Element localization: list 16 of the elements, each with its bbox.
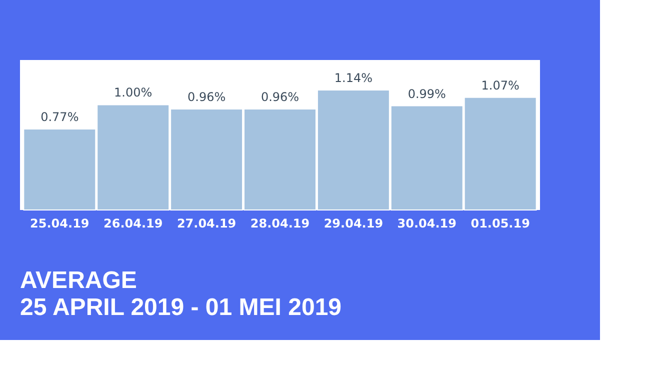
x-tick-label: 01.05.19 (470, 216, 530, 230)
x-tick-label: 28.04.19 (250, 216, 310, 230)
data-label: 0.99% (408, 86, 446, 101)
text: 25 APRIL 2019 - 01 MEI 2019 (20, 294, 342, 321)
x-tick-label: 30.04.19 (397, 216, 456, 230)
data-label: 0.96% (260, 90, 300, 104)
text: AVERAGE (20, 267, 137, 294)
x-tick-label: 29.04.19 (324, 216, 384, 230)
data-label: 1.14% (334, 71, 373, 85)
data-label: 0.77% (40, 110, 79, 124)
data-label: 1.07% (481, 78, 520, 92)
x-tick-label: 27.04.19 (176, 216, 236, 230)
data-label: 1.00% (114, 86, 152, 100)
x-tick-label: 26.04.19 (104, 216, 163, 230)
x-tick-label: 25.04.19 (30, 216, 90, 230)
data-label: 0.96% (187, 90, 226, 104)
